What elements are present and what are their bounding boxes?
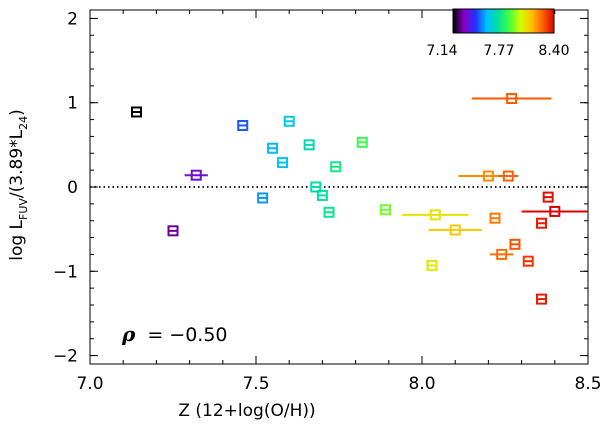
point-marker <box>506 93 518 104</box>
data-point <box>303 139 315 151</box>
data-point <box>237 119 249 131</box>
x-tick-label: 7.5 <box>242 374 269 394</box>
data-point <box>509 238 521 250</box>
point-marker <box>449 224 461 236</box>
rho-symbol: ρ <box>121 322 136 346</box>
data-point <box>489 212 501 224</box>
point-marker <box>330 161 342 173</box>
data-point <box>257 192 269 204</box>
data-point <box>536 217 548 229</box>
point-marker <box>267 142 279 154</box>
data-point <box>522 255 534 267</box>
y-axis-label-sub2: 24 <box>17 116 30 130</box>
y-tick-label: −2 <box>53 347 78 367</box>
data-point <box>330 161 342 173</box>
y-tick-label: 0 <box>67 178 78 198</box>
data-point <box>356 136 368 148</box>
axis-tick-labels: 7.0 7.5 8.0 8.5 −2 −1 0 1 2 <box>53 9 600 394</box>
point-marker <box>509 238 521 250</box>
point-marker <box>277 157 289 169</box>
point-marker <box>316 189 328 201</box>
data-point <box>498 170 519 182</box>
y-tick-label: −1 <box>53 262 78 282</box>
point-marker <box>323 206 335 218</box>
data-point <box>426 259 438 271</box>
colorbar-gradient <box>452 8 555 34</box>
point-marker <box>549 205 561 217</box>
point-marker <box>167 225 179 237</box>
data-point <box>310 181 322 193</box>
data-point <box>283 115 295 127</box>
correlation-annotation: ρ = −0.50 <box>121 322 228 346</box>
point-marker <box>257 192 269 204</box>
data-point <box>130 106 142 118</box>
point-marker <box>283 115 295 127</box>
point-marker <box>426 259 438 271</box>
point-marker <box>310 181 322 193</box>
x-tick-label: 8.0 <box>408 374 435 394</box>
axis-ticks <box>89 10 589 364</box>
data-point <box>323 206 335 218</box>
y-axis-label-sub1: FUV <box>17 198 30 220</box>
colorbar-tick-label-max: 8.40 <box>538 43 569 59</box>
data-point <box>542 191 554 203</box>
point-marker <box>237 119 249 131</box>
data-point <box>471 93 552 104</box>
y-axis-label-close: ) <box>7 109 27 116</box>
point-marker <box>190 169 202 181</box>
x-tick-label: 7.0 <box>76 374 103 394</box>
colorbar-tick-label-min: 7.14 <box>426 43 457 59</box>
point-marker <box>303 139 315 151</box>
data-point <box>402 209 469 221</box>
point-marker <box>502 170 514 182</box>
point-marker <box>522 255 534 267</box>
point-marker <box>489 212 501 224</box>
point-marker <box>542 191 554 203</box>
point-marker <box>536 217 548 229</box>
data-point <box>167 225 179 237</box>
x-tick-label: 8.5 <box>574 374 600 394</box>
data-point <box>536 293 548 305</box>
colorbar: 7.14 7.77 8.40 <box>426 8 570 59</box>
point-marker <box>429 209 441 221</box>
data-point <box>379 204 391 216</box>
x-axis-label: Z (12+log(O/H)) <box>178 401 315 421</box>
rho-value: = −0.50 <box>147 324 227 346</box>
y-axis-label-mid: /(3.89*L <box>7 129 27 198</box>
y-axis-label-main: log L <box>7 219 27 260</box>
y-axis-label: log LFUV/(3.89*L24) <box>7 109 30 261</box>
data-point <box>316 189 328 201</box>
point-marker <box>482 170 494 182</box>
point-marker <box>130 106 142 118</box>
data-point <box>428 224 482 236</box>
colorbar-tick-label-mid: 7.77 <box>483 43 514 59</box>
point-marker <box>379 204 391 216</box>
y-tick-label: 1 <box>67 94 78 114</box>
point-marker <box>536 293 548 305</box>
y-tick-label: 2 <box>67 9 78 29</box>
data-point <box>490 248 514 260</box>
data-point <box>184 169 208 181</box>
point-marker <box>356 136 368 148</box>
data-point <box>521 205 588 217</box>
data-points <box>130 93 588 305</box>
data-point <box>277 157 289 169</box>
point-marker <box>496 248 508 260</box>
data-point <box>267 142 279 154</box>
